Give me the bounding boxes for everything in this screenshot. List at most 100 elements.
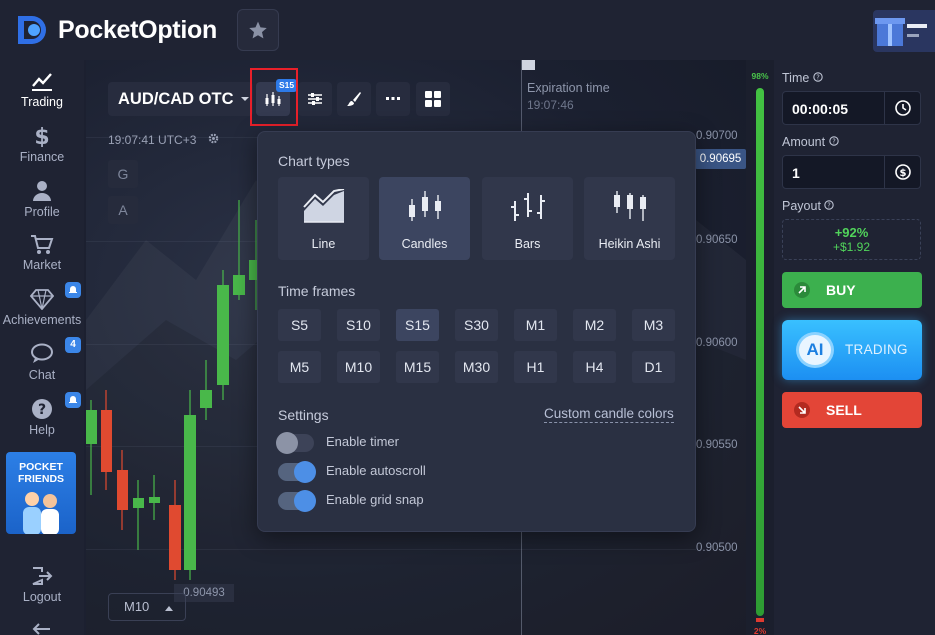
star-icon	[249, 21, 267, 39]
notification-badge	[65, 392, 81, 408]
help-circle-icon[interactable]: ?	[824, 200, 835, 210]
timeframe-option[interactable]: M15	[396, 351, 439, 383]
sidebar-item-profile[interactable]: Profile	[0, 180, 84, 219]
sidebar-item-trading[interactable]: Trading	[0, 70, 84, 109]
candle	[217, 285, 229, 385]
candle	[200, 390, 212, 408]
pocket-friends-promo[interactable]: POCKET FRIENDS	[6, 452, 76, 534]
gift-icon	[875, 18, 927, 46]
timeframe-option[interactable]: S5	[278, 309, 321, 341]
buy-button[interactable]: BUY	[782, 272, 922, 308]
more-options-button[interactable]	[376, 82, 410, 116]
time-picker-button[interactable]	[884, 92, 920, 124]
amount-input[interactable]: 1 $	[782, 155, 921, 189]
toggle-knob	[276, 432, 298, 454]
timeframe-option[interactable]: M5	[278, 351, 321, 383]
sidebar-item-achievements[interactable]: Achievements	[0, 282, 84, 327]
timeframe-selector[interactable]: M10	[108, 593, 186, 621]
sidebar-item-market[interactable]: Market	[0, 233, 84, 272]
promo-gift-banner[interactable]	[873, 10, 935, 52]
timeframe-option[interactable]: S30	[455, 309, 498, 341]
meter-sell-percent: 2%	[753, 626, 767, 635]
timeframe-option[interactable]: M30	[455, 351, 498, 383]
svg-text:?: ?	[832, 138, 836, 146]
bell-icon	[69, 286, 77, 293]
layout-grid-button[interactable]	[416, 82, 450, 116]
chart-type-bars[interactable]: Bars	[482, 177, 573, 260]
favorites-button[interactable]	[237, 9, 279, 51]
indicators-button[interactable]	[298, 82, 332, 116]
sidebar-item-label: Market	[22, 258, 62, 272]
clock-text: 19:07:41 UTC+3	[108, 133, 197, 147]
g-button[interactable]: G	[108, 160, 138, 188]
time-value: 00:00:05	[792, 101, 849, 117]
time-input[interactable]: 00:00:05	[782, 91, 921, 125]
payout-percent: +92%	[834, 225, 869, 240]
candle	[169, 505, 181, 570]
ai-badge: AI	[796, 332, 834, 368]
custom-candle-colors-link[interactable]: Custom candle colors	[544, 406, 674, 423]
timeframe-label: M10	[124, 599, 150, 614]
meter-sell-bar	[756, 618, 764, 622]
timeframe-option[interactable]: M10	[337, 351, 380, 383]
candles-icon	[408, 191, 441, 221]
buy-label: BUY	[826, 282, 856, 298]
a-button[interactable]: A	[108, 196, 138, 224]
chart-type-label: Candles	[401, 237, 448, 251]
payout-label: Payout ?	[782, 199, 835, 213]
timeframe-option[interactable]: D1	[632, 351, 675, 383]
highlight-box	[250, 68, 298, 126]
amount-value: 1	[792, 165, 800, 181]
logo-icon	[14, 14, 52, 46]
expiration-flag-icon[interactable]	[522, 60, 535, 70]
sidebar-item-logout[interactable]: Logout	[0, 565, 84, 604]
candle	[149, 497, 160, 503]
help-circle-icon[interactable]: ?	[828, 136, 839, 146]
candle	[86, 410, 97, 444]
sliders-icon	[308, 93, 322, 105]
logo[interactable]: PocketOption	[14, 12, 217, 48]
sidebar-item-help[interactable]: ? Help	[0, 392, 84, 437]
help-circle-icon[interactable]: ?	[813, 72, 823, 82]
asset-selector[interactable]: AUD/CAD OTC	[108, 82, 253, 116]
timeframe-option[interactable]: H1	[514, 351, 557, 383]
chart-type-candles[interactable]: Candles	[379, 177, 470, 260]
dots-horizontal-icon	[386, 97, 400, 100]
sell-label: SELL	[826, 402, 862, 418]
logout-icon	[32, 567, 53, 585]
chart-type-heikin-ashi[interactable]: Heikin Ashi	[584, 177, 675, 260]
toggle-knob	[294, 461, 316, 483]
help-icon: ?	[32, 399, 52, 419]
timeframe-option[interactable]: M3	[632, 309, 675, 341]
toggle-enable-grid-snap[interactable]	[278, 490, 316, 512]
meter-buy-bar	[756, 88, 764, 616]
timeframe-option-selected[interactable]: S15	[396, 309, 439, 341]
ai-trading-label: TRADING	[845, 342, 908, 357]
sidebar-item-chat[interactable]: Chat 4	[0, 337, 84, 382]
timeframe-option[interactable]: H4	[573, 351, 616, 383]
ai-trading-button[interactable]: AI TRADING	[782, 320, 922, 380]
chart-type-label: Heikin Ashi	[598, 237, 661, 251]
left-sidebar: Trading $ Finance Profile Market Achieve…	[0, 60, 84, 635]
timeframe-option[interactable]: M1	[514, 309, 557, 341]
svg-text:?: ?	[38, 402, 46, 418]
sidebar-item-label: Profile	[24, 205, 60, 219]
drawing-tools-button[interactable]	[337, 82, 371, 116]
caret-down-icon	[241, 97, 250, 101]
asset-label: AUD/CAD OTC	[118, 90, 234, 108]
svg-text:$: $	[34, 125, 49, 147]
timeframe-option[interactable]: M2	[573, 309, 616, 341]
toggle-enable-timer[interactable]	[276, 432, 314, 454]
chart-type-line[interactable]: Line	[278, 177, 369, 260]
sidebar-item-finance[interactable]: $ Finance	[0, 125, 84, 164]
amount-label-text: Amount	[782, 135, 826, 149]
expiration-title: Expiration time	[527, 81, 610, 95]
sell-button[interactable]: SELL	[782, 392, 922, 428]
svg-text:?: ?	[828, 202, 832, 210]
gear-icon[interactable]	[208, 133, 219, 144]
svg-text:$: $	[899, 168, 906, 179]
toggle-enable-autoscroll[interactable]	[278, 461, 316, 483]
currency-button[interactable]: $	[884, 156, 920, 188]
timeframe-option[interactable]: S10	[337, 309, 380, 341]
arrow-left-icon[interactable]	[32, 623, 52, 635]
